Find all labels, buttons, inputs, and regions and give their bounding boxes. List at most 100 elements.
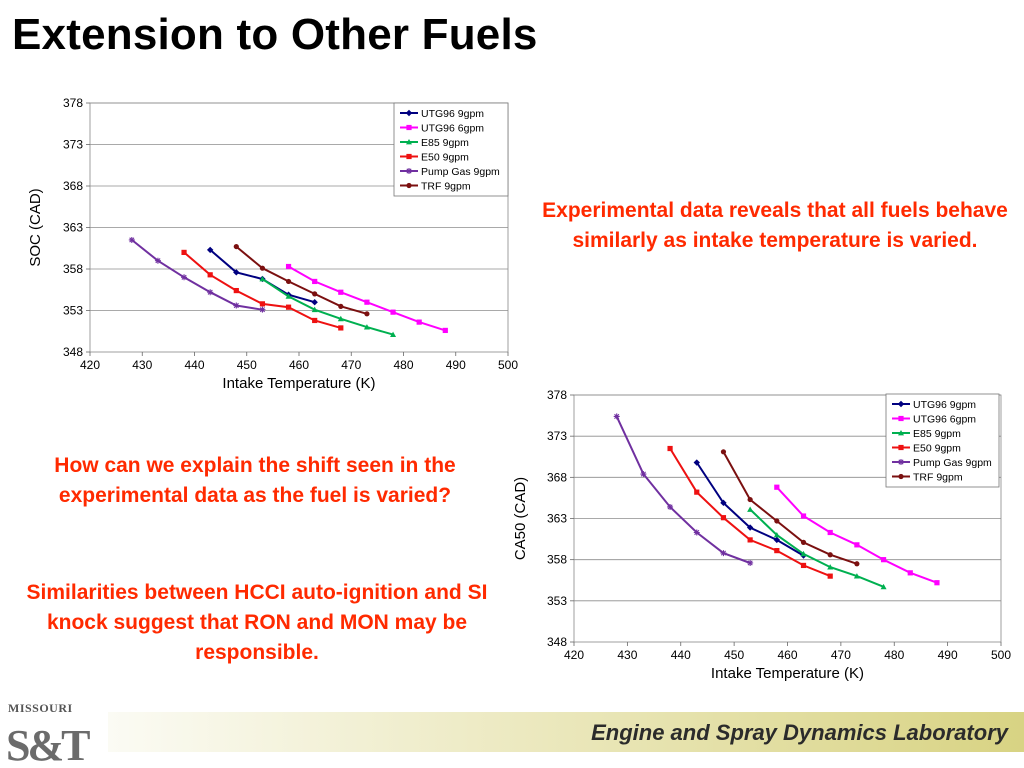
soc-data-point	[154, 257, 161, 264]
soc-x-tick-label: 440	[184, 358, 204, 372]
soc-legend-label: TRF 9gpm	[421, 181, 471, 193]
ca50-data-point	[800, 513, 807, 519]
ca50-series-line	[615, 415, 751, 564]
ca50-data-point	[827, 564, 834, 570]
ca50-legend-marker	[898, 444, 904, 451]
soc-series-line	[131, 239, 263, 311]
ca50-data-point	[774, 518, 780, 524]
soc-data-point	[233, 243, 239, 250]
footer-bar: Engine and Spray Dynamics Laboratory	[108, 712, 1024, 752]
soc-legend-label: UTG96 6gpm	[421, 123, 484, 135]
soc-data-point	[285, 263, 292, 270]
soc-data-point	[259, 275, 266, 282]
soc-legend-marker	[406, 153, 412, 160]
soc-data-point	[285, 293, 292, 299]
soc-data-point	[338, 289, 344, 295]
soc-series-e85-9gpm	[259, 275, 397, 337]
ca50-x-tick-label: 480	[884, 648, 904, 662]
soc-chart: 348 353 358 363 368 373 378 420 430 440 450 460 470 4…	[27, 96, 518, 392]
soc-series-utg96-6gpm	[285, 263, 448, 334]
soc-legend-label: E50 9gpm	[421, 152, 469, 164]
ca50-data-point	[800, 539, 807, 545]
ca50-y-tick-label: 373	[547, 429, 567, 443]
ca50-data-point	[827, 552, 833, 558]
soc-data-point	[312, 291, 318, 297]
soc-data-point	[233, 287, 239, 294]
soc-x-tick-label: 470	[341, 358, 361, 372]
ca50-data-point	[880, 557, 887, 563]
ca50-x-tick-label: 420	[564, 648, 584, 662]
soc-y-tick-label: 358	[63, 262, 83, 276]
ca50-legend-marker	[897, 400, 905, 408]
soc-data-point	[390, 309, 396, 315]
ca50-data-point	[853, 573, 860, 579]
soc-x-tick-label: 430	[132, 358, 152, 372]
ca50-data-point	[800, 550, 807, 557]
ca50-y-tick-label: 358	[547, 553, 567, 567]
ca50-data-point	[934, 580, 940, 586]
soc-data-point	[259, 306, 266, 313]
ca50-data-point	[694, 489, 700, 495]
ca50-data-point	[747, 537, 753, 543]
soc-data-point	[363, 324, 370, 330]
ca50-series-e50-9gpm	[667, 445, 833, 579]
soc-data-point	[312, 278, 318, 285]
ca50-data-point	[880, 583, 887, 590]
soc-data-point	[181, 274, 188, 281]
soc-y-tick-label: 368	[63, 179, 83, 193]
soc-legend-marker	[405, 109, 413, 117]
soc-data-point	[207, 272, 213, 278]
soc-x-tick-label: 450	[237, 358, 257, 372]
ca50-x-tick-label: 460	[777, 648, 797, 662]
soc-data-point	[338, 303, 344, 309]
missouri-st-logo: MISSOURI S&T	[6, 701, 93, 768]
soc-legend-box	[393, 102, 509, 197]
ca50-legend-label: E85 9gpm	[913, 428, 961, 440]
slide-title: Extension to Other Fuels	[12, 10, 538, 59]
ca50-legend-marker	[898, 415, 904, 422]
ca50-data-point	[747, 506, 754, 512]
soc-data-point	[442, 327, 448, 334]
ca50-data-point	[720, 449, 727, 455]
ca50-legend-box	[885, 393, 1000, 488]
ca50-data-point	[747, 496, 753, 503]
ca50-x-tick-label: 440	[671, 648, 691, 662]
ca50-y-tick-label: 378	[547, 388, 567, 402]
ca50-y-axis-label: CA50 (CAD)	[512, 477, 529, 560]
ca50-data-point	[693, 459, 700, 466]
ca50-data-point	[720, 515, 727, 521]
ca50-data-point	[667, 445, 673, 452]
ca50-data-point	[800, 562, 807, 569]
soc-legend-label: UTG96 9gpm	[421, 108, 484, 120]
ca50-data-point	[667, 503, 674, 510]
ca50-data-point	[720, 550, 727, 557]
soc-data-point	[312, 317, 318, 324]
soc-data-point	[128, 236, 135, 243]
logo-missouri-text: MISSOURI	[8, 701, 73, 715]
soc-y-axis-label: SOC (CAD)	[27, 188, 44, 266]
ca50-data-point	[640, 471, 647, 478]
ca50-legend-label: E50 9gpm	[913, 443, 961, 455]
soc-y-tick-label: 348	[63, 345, 83, 359]
soc-y-tick-label: 353	[63, 304, 83, 318]
soc-data-point	[285, 278, 292, 285]
soc-data-point	[285, 304, 292, 310]
soc-x-tick-label: 490	[446, 358, 466, 372]
soc-x-tick-label: 460	[289, 358, 309, 372]
soc-data-point	[259, 301, 266, 307]
ca50-data-point	[774, 484, 780, 490]
ca50-legend: UTG96 9gpm UTG96 6gpm E85 9gpm E50 9gpm Pump…	[885, 393, 1000, 488]
soc-data-point	[364, 299, 370, 305]
ca50-y-tick-label: 348	[547, 635, 567, 649]
soc-x-tick-label: 420	[80, 358, 100, 372]
ca50-series-line	[749, 508, 884, 588]
ca50-data-point	[827, 529, 833, 536]
soc-series-line	[235, 245, 368, 315]
soc-legend-marker	[406, 124, 412, 131]
soc-series-pump-gas-9gpm	[128, 236, 266, 313]
footer-lab-name: Engine and Spray Dynamics Laboratory	[591, 720, 1008, 745]
ca50-y-tick-label: 363	[547, 512, 567, 526]
soc-legend-marker	[406, 139, 412, 145]
ca50-series-pump-gas-9gpm	[613, 413, 754, 566]
ca50-data-point	[773, 531, 780, 538]
